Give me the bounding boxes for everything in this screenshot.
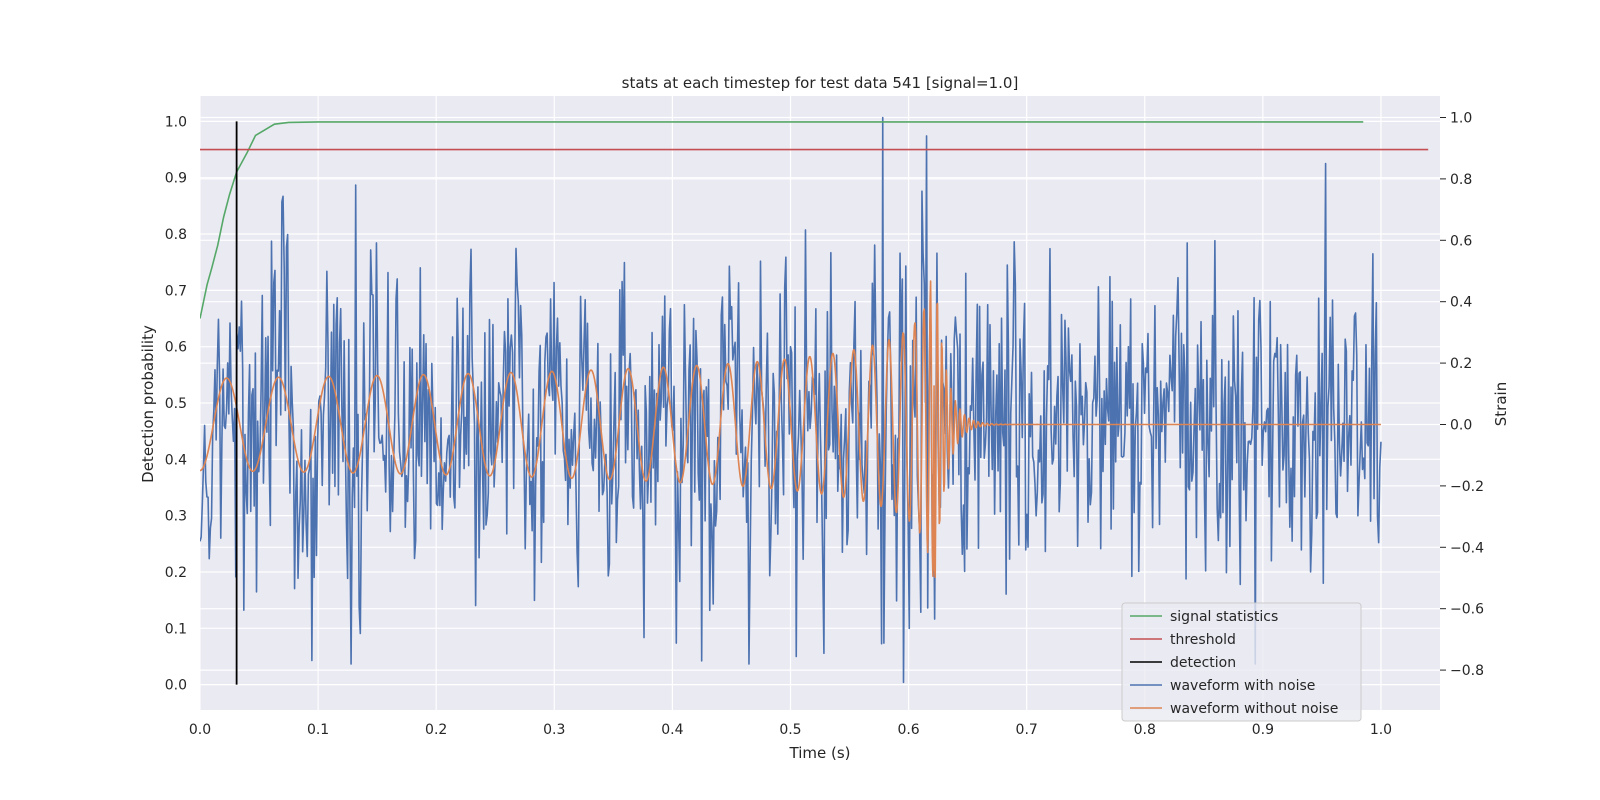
y-left-tick-label: 0.9 [165,171,187,187]
chart-title: stats at each timestep for test data 541… [622,74,1019,92]
x-tick-label: 1.0 [1370,722,1392,738]
x-tick-label: 0.7 [1016,722,1038,738]
y-left-tick-label: 0.5 [165,396,187,412]
y-left-tick-label: 0.3 [165,509,187,525]
waveform-with-noise-line [200,116,1382,684]
signal-statistics-line [200,121,1364,319]
y-right-tick-label: −0.6 [1450,602,1484,618]
y-left-tick-label: 0.2 [165,565,187,581]
legend: signal statistics threshold detection wa… [1121,602,1362,722]
x-tick-label: 0.2 [425,722,447,738]
y-right-tick-label: −0.8 [1450,663,1484,679]
y-right-tick-label: 0.2 [1450,356,1472,372]
y-right-tick-label: 0.8 [1450,172,1472,188]
y-right-tick-label: 1.0 [1450,110,1472,126]
legend-frame [1121,602,1362,722]
y-right-axis-ticks: 1.0 0.8 0.6 0.4 0.2 0.0 −0.2 −0.4 −0.6 −0.8 [1440,110,1484,679]
y-left-tick-label: 0.6 [165,340,187,356]
y-right-tick-label: 0.6 [1450,233,1472,249]
waveform-without-noise-line [200,280,1382,578]
x-tick-label: 0.1 [307,722,329,738]
y-right-tick-label: −0.4 [1450,540,1484,556]
x-tick-label: 0.3 [543,722,565,738]
x-tick-label: 0.5 [779,722,801,738]
series-layer [200,116,1429,685]
x-tick-label: 0.9 [1252,722,1274,738]
y-left-tick-label: 0.7 [165,283,187,299]
legend-label-signal-statistics: signal statistics [1170,609,1278,625]
legend-label-detection: detection [1170,655,1236,671]
y-left-tick-label: 0.1 [165,621,187,637]
y-left-tick-label: 0.4 [165,452,187,468]
x-axis-label: Time (s) [789,744,851,762]
y-left-axis-label: Detection probability [139,325,157,483]
y-left-tick-label: 0.8 [165,227,187,243]
legend-label-threshold: threshold [1170,632,1236,648]
y-left-tick-label: 0.0 [165,678,187,694]
y-right-tick-label: 0.0 [1450,417,1472,433]
y-left-axis-ticks: 0.0 0.1 0.2 0.3 0.4 0.5 0.6 0.7 0.8 0.9 1.0 [165,114,187,693]
legend-label-waveform-with-noise: waveform with noise [1170,678,1315,694]
x-axis-ticks: 0.0 0.1 0.2 0.3 0.4 0.5 0.6 0.7 0.8 0.9 1.0 [189,722,1392,738]
legend-label-waveform-without-noise: waveform without noise [1170,701,1338,717]
y-right-axis-label: Strain [1492,382,1510,426]
y-left-tick-label: 1.0 [165,114,187,130]
x-tick-label: 0.8 [1134,722,1156,738]
y-right-tick-label: −0.2 [1450,479,1484,495]
x-tick-label: 0.6 [897,722,919,738]
y-right-tick-label: 0.4 [1450,295,1472,311]
x-tick-label: 0.4 [661,722,683,738]
x-tick-label: 0.0 [189,722,211,738]
